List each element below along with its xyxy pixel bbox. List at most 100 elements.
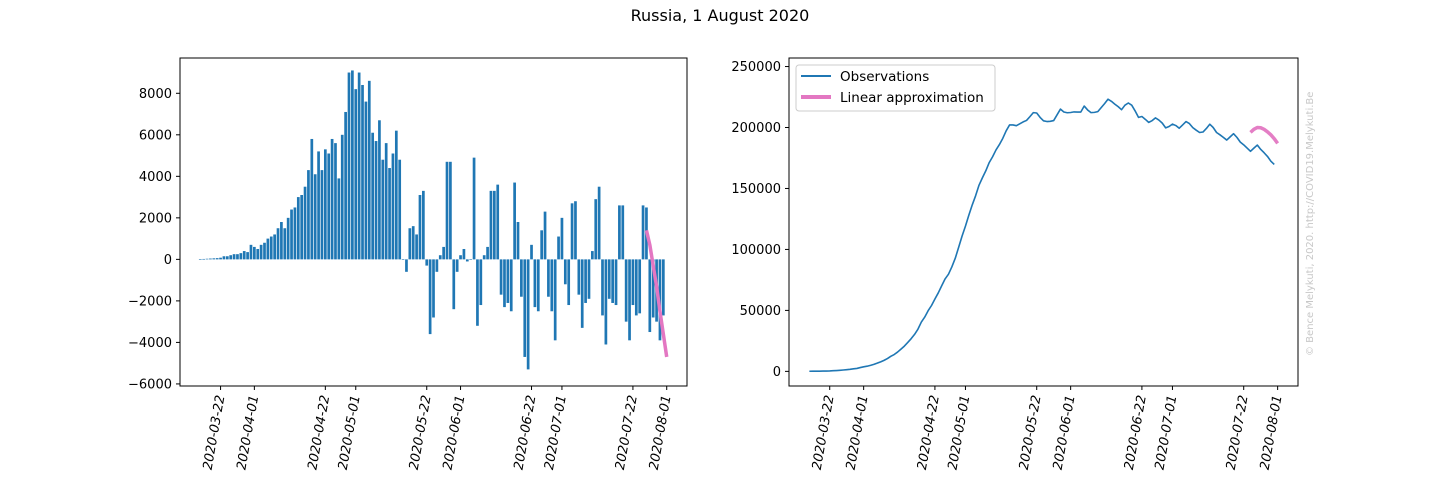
daily-bar: [509, 259, 513, 312]
daily-bar: [489, 190, 493, 260]
right-xtick-label: 2020-07-22: [1224, 394, 1252, 471]
daily-bar: [354, 89, 358, 260]
daily-bar: [557, 236, 560, 260]
right-xtick-label: 2020-06-22: [1122, 394, 1150, 471]
right-ytick-label: 150000: [731, 182, 781, 197]
right-xtick-label: 2020-04-01: [844, 394, 872, 471]
right-xtick-label: 2020-03-22: [810, 394, 838, 471]
daily-bar: [367, 80, 371, 260]
daily-bar: [641, 205, 645, 260]
daily-bar: [236, 254, 239, 260]
daily-bar: [347, 72, 351, 260]
figure-title: Russia, 1 August 2020: [630, 6, 810, 25]
daily-bar: [212, 258, 216, 260]
right-xtick-label: 2020-07-01: [1152, 394, 1180, 471]
daily-bar: [523, 259, 527, 357]
daily-bar: [604, 259, 608, 345]
legend: Observations Linear approximation: [795, 64, 996, 112]
daily-bar: [591, 251, 594, 260]
daily-bar: [584, 259, 587, 303]
left-ytick-label: −6000: [128, 377, 172, 392]
right-ytick-label: 250000: [731, 60, 781, 75]
daily-bar: [256, 248, 260, 260]
daily-bar: [621, 205, 625, 260]
daily-bar: [411, 226, 415, 260]
daily-bar: [587, 259, 591, 299]
daily-bar: [229, 255, 233, 260]
daily-bar: [253, 246, 256, 260]
daily-bar: [506, 259, 510, 303]
daily-bar: [638, 259, 642, 314]
right-xtick-label: 2020-05-22: [1017, 394, 1045, 471]
daily-bar: [526, 259, 530, 370]
daily-bar: [452, 259, 456, 310]
daily-bar: [351, 70, 354, 260]
daily-bar: [601, 259, 604, 316]
daily-bar: [263, 242, 266, 260]
left-x-axis: 2020-03-22 2020-04-01 2020-04-22 2020-05-01…: [201, 386, 675, 471]
daily-bar: [476, 259, 479, 326]
daily-bar: [330, 138, 334, 260]
right-lines: [809, 98, 1280, 373]
daily-bar: [503, 259, 506, 308]
daily-bar: [614, 259, 618, 306]
daily-bar: [286, 217, 290, 260]
daily-bar: [516, 222, 520, 260]
daily-bar: [597, 186, 601, 260]
daily-bar: [323, 149, 327, 260]
daily-bar: [577, 259, 581, 295]
daily-bar: [317, 151, 320, 260]
daily-bar: [290, 209, 293, 260]
daily-bar: [479, 259, 483, 306]
daily-bar: [520, 259, 523, 297]
daily-bar: [651, 259, 655, 318]
right-approximation-line: [1249, 125, 1280, 145]
left-ytick-label: −4000: [128, 336, 172, 351]
daily-bar: [327, 153, 331, 260]
daily-bar: [219, 257, 222, 260]
left-y-axis: −6000 −4000 −2000 0 2000 4000 6000 8000: [128, 87, 180, 392]
daily-bar: [398, 159, 402, 260]
daily-bar: [594, 199, 598, 260]
daily-bar: [455, 259, 459, 272]
left-plot-frame: [179, 57, 688, 387]
daily-bar: [401, 259, 405, 260]
daily-bar: [618, 205, 621, 260]
left-xtick-label: 2020-06-22: [512, 394, 540, 471]
daily-bar: [432, 259, 435, 318]
daily-bar: [631, 259, 635, 306]
right-xtick-label: 2020-04-22: [915, 394, 943, 471]
daily-bar: [394, 130, 398, 260]
daily-bar: [310, 138, 314, 260]
left-ytick-label: −2000: [128, 294, 172, 309]
daily-bar: [580, 259, 584, 328]
daily-bar: [547, 259, 550, 297]
left-ytick-label: 4000: [139, 170, 172, 185]
daily-bar: [435, 259, 439, 272]
daily-bar: [560, 217, 564, 260]
observations-line: [809, 98, 1275, 373]
left-xtick-label: 2020-03-22: [201, 394, 229, 471]
daily-bar: [232, 254, 236, 260]
left-xtick-label: 2020-07-01: [542, 394, 570, 471]
daily-bar: [198, 259, 202, 260]
daily-bar: [445, 161, 449, 260]
daily-bar: [661, 259, 665, 316]
daily-bar: [334, 143, 337, 260]
daily-bar: [482, 255, 486, 260]
left-xtick-label: 2020-06-01: [441, 394, 469, 471]
right-ytick-label: 200000: [731, 121, 781, 136]
daily-bar: [209, 258, 212, 260]
daily-bar: [428, 259, 432, 335]
daily-bar: [202, 258, 206, 260]
daily-bar: [607, 259, 611, 299]
daily-bar: [266, 238, 270, 260]
left-ytick-label: 0: [164, 253, 172, 268]
daily-bar: [496, 184, 500, 260]
daily-bar: [249, 244, 253, 260]
daily-bar: [628, 259, 631, 341]
left-ytick-label: 6000: [139, 128, 172, 143]
right-x-axis: 2020-03-22 2020-04-01 2020-04-22 2020-05-01…: [810, 386, 1286, 471]
daily-bar: [307, 170, 310, 260]
daily-bar: [405, 259, 408, 272]
